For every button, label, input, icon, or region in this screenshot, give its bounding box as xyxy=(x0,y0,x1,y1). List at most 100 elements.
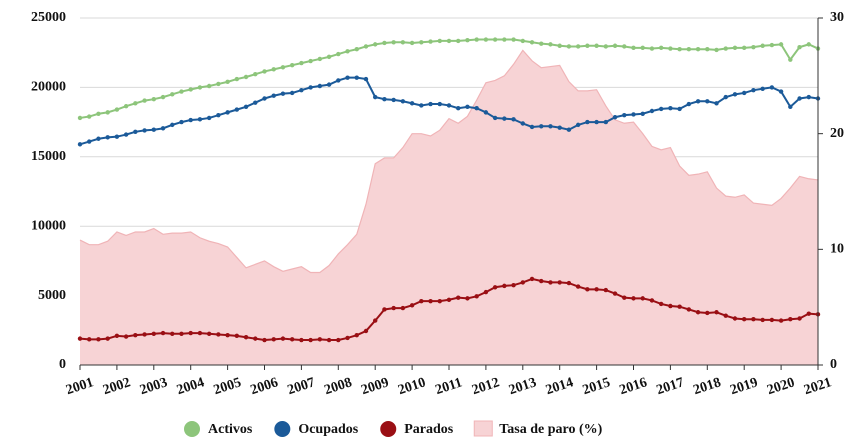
x-tick-label: 2011 xyxy=(434,375,465,398)
point xyxy=(133,101,138,106)
legend: Activos Ocupados Parados Tasa de paro (%) xyxy=(184,420,603,437)
x-tick-label: 2012 xyxy=(470,375,501,398)
point xyxy=(206,331,212,336)
point xyxy=(151,127,156,132)
point xyxy=(382,40,387,46)
point xyxy=(179,119,184,125)
point xyxy=(409,101,415,106)
x-tick-label: 2014 xyxy=(544,375,575,398)
point xyxy=(529,124,535,130)
point xyxy=(788,104,793,110)
x-tick-label: 2013 xyxy=(507,375,538,398)
point xyxy=(299,60,304,66)
point xyxy=(483,37,489,42)
point xyxy=(631,296,636,301)
point xyxy=(262,96,267,101)
point xyxy=(225,110,230,115)
point xyxy=(216,332,221,337)
point xyxy=(299,87,304,93)
point xyxy=(243,74,249,80)
point xyxy=(806,311,811,316)
point xyxy=(714,101,719,106)
point xyxy=(548,124,553,129)
point xyxy=(732,92,738,97)
y-tick-label: 10000 xyxy=(31,218,66,233)
point xyxy=(603,287,609,293)
point xyxy=(557,125,562,130)
point xyxy=(797,316,802,321)
point xyxy=(788,316,793,322)
point xyxy=(289,337,295,342)
x-tick-label: 2008 xyxy=(323,375,354,398)
point xyxy=(437,298,442,304)
point xyxy=(197,330,203,336)
point xyxy=(289,62,295,68)
point xyxy=(575,44,581,49)
point xyxy=(262,69,267,74)
point xyxy=(234,333,240,339)
point xyxy=(133,129,138,135)
point xyxy=(778,318,784,323)
legend-swatch xyxy=(184,421,200,437)
point xyxy=(262,337,267,343)
point xyxy=(354,47,359,52)
point xyxy=(566,127,572,132)
point xyxy=(788,57,793,62)
point xyxy=(336,51,341,57)
point xyxy=(253,336,258,341)
point xyxy=(705,99,710,104)
point xyxy=(760,43,765,48)
point xyxy=(419,298,424,304)
point xyxy=(96,337,101,342)
point xyxy=(206,115,212,121)
point xyxy=(456,106,461,111)
point xyxy=(142,98,147,103)
point xyxy=(308,58,313,64)
point xyxy=(123,132,129,137)
point xyxy=(373,94,378,100)
point xyxy=(96,111,101,116)
legend-swatch xyxy=(274,421,291,437)
point xyxy=(622,295,627,300)
point xyxy=(391,305,396,311)
point xyxy=(585,287,590,292)
point xyxy=(566,44,572,49)
point xyxy=(345,335,350,341)
point xyxy=(446,38,452,44)
point xyxy=(446,297,452,302)
point xyxy=(188,330,193,336)
point xyxy=(105,336,110,341)
point xyxy=(243,335,249,340)
point xyxy=(105,110,110,115)
point xyxy=(640,296,645,301)
point xyxy=(705,47,710,52)
point xyxy=(253,72,258,77)
legend-label: Ocupados xyxy=(298,422,358,437)
point xyxy=(446,103,452,108)
point xyxy=(105,135,110,140)
point xyxy=(87,337,92,342)
point xyxy=(114,134,120,139)
point xyxy=(243,104,249,110)
point xyxy=(585,119,590,125)
point xyxy=(695,47,701,52)
point xyxy=(668,303,673,309)
point xyxy=(742,45,747,51)
point xyxy=(751,44,756,50)
point xyxy=(96,136,101,141)
point xyxy=(197,85,203,90)
point xyxy=(363,44,369,49)
point xyxy=(299,337,304,343)
point xyxy=(557,280,562,285)
point xyxy=(529,276,535,282)
point xyxy=(529,40,535,45)
point xyxy=(428,298,433,304)
x-tick-label: 2016 xyxy=(618,375,649,398)
point xyxy=(640,111,645,116)
point xyxy=(289,90,295,96)
point xyxy=(326,82,332,87)
point xyxy=(474,106,479,111)
point xyxy=(520,121,525,126)
point xyxy=(511,282,516,288)
point xyxy=(640,45,645,51)
